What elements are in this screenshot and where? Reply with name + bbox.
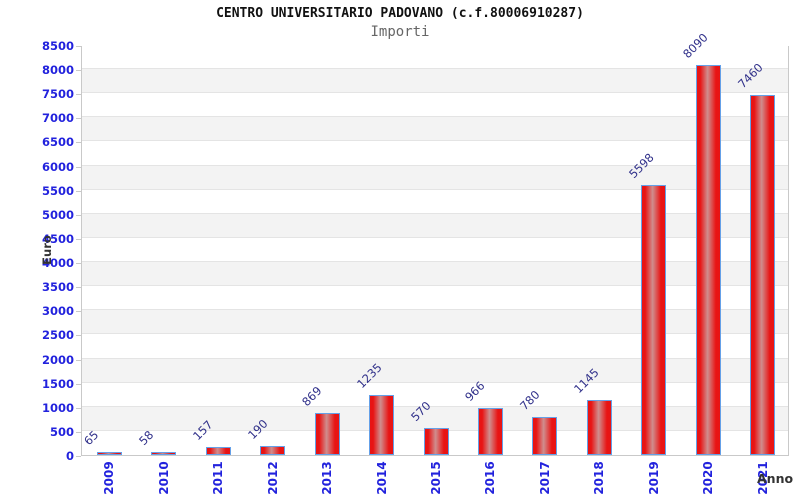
plot-band	[82, 237, 788, 263]
y-tick-mark	[76, 335, 81, 337]
y-tick-mark	[76, 118, 81, 120]
gridline	[82, 212, 788, 214]
y-tick-mark	[76, 190, 81, 192]
plot-band	[82, 93, 788, 118]
chart-title: CENTRO UNIVERSITARIO PADOVANO (c.f.80006…	[216, 6, 584, 21]
y-tick-label: 6000	[41, 159, 74, 174]
plot-band	[82, 165, 788, 190]
y-axis-title: Euro	[40, 235, 54, 265]
y-tick-label: 1000	[41, 400, 74, 415]
x-tick-label: 2012	[265, 461, 280, 495]
plot-band	[82, 382, 788, 407]
bar-2015	[423, 427, 449, 455]
gridline	[82, 381, 788, 383]
plot-band	[82, 358, 788, 383]
gridline	[82, 357, 788, 359]
gridline	[82, 140, 788, 142]
x-tick-label: 2015	[429, 461, 443, 495]
gridline	[82, 261, 788, 263]
bar-2016	[477, 408, 503, 455]
y-tick-mark	[76, 287, 81, 289]
x-tick-label: 2019	[646, 461, 661, 495]
y-tick-label: 1500	[41, 376, 74, 391]
y-tick-mark	[76, 263, 81, 265]
plot-band	[82, 69, 788, 94]
y-tick-mark	[76, 238, 81, 240]
plot-band	[82, 117, 788, 142]
x-tick-label: 2017	[537, 461, 552, 495]
x-tick-label: 2014	[374, 461, 389, 495]
bar-2013	[314, 413, 340, 455]
gridline	[82, 285, 788, 287]
plot-band	[82, 262, 788, 287]
plot-band	[82, 213, 788, 238]
plot-band	[82, 286, 788, 311]
y-tick-mark	[76, 383, 81, 385]
gridline	[82, 333, 788, 335]
x-tick-label: 2011	[211, 461, 226, 495]
bar-2014	[369, 395, 395, 455]
bar-2021	[750, 95, 776, 455]
bar-2010	[151, 452, 177, 455]
bar-2019	[641, 184, 667, 455]
y-tick-mark	[76, 359, 81, 361]
y-tick-label: 0	[65, 449, 74, 463]
plot-band	[82, 189, 788, 214]
x-tick-label: 2009	[102, 461, 117, 495]
y-tick-label: 3500	[41, 280, 74, 295]
bar-2020	[695, 64, 721, 455]
y-tick-label: 3000	[41, 304, 74, 319]
plot-band	[82, 334, 788, 359]
y-tick-label: 7500	[41, 87, 74, 102]
y-tick-label: 5000	[41, 207, 74, 222]
y-tick-mark	[76, 94, 81, 96]
chart-subtitle: Importi	[370, 24, 430, 40]
x-tick-label: 2013	[320, 461, 335, 495]
y-tick-label: 500	[49, 424, 74, 439]
y-tick-mark	[76, 456, 81, 457]
y-tick-label: 8000	[41, 63, 74, 78]
y-tick-label: 4500	[41, 231, 74, 246]
x-tick-label: 2018	[592, 461, 607, 495]
y-tick-mark	[76, 46, 81, 47]
y-tick-label: 2500	[41, 328, 74, 343]
plot-band	[82, 45, 788, 70]
x-axis-title: Anno	[757, 471, 794, 486]
y-tick-mark	[76, 431, 81, 433]
plot-band	[82, 310, 788, 335]
y-tick-label: 4000	[41, 256, 74, 271]
y-tick-label: 5500	[41, 183, 74, 198]
x-tick-label: 2016	[483, 461, 498, 495]
y-tick-label: 6500	[41, 135, 74, 150]
x-tick-label: 2010	[156, 461, 171, 495]
gridline	[82, 309, 788, 311]
x-tick-label: 2020	[701, 461, 716, 495]
bar-2017	[532, 417, 558, 455]
y-tick-mark	[76, 70, 81, 72]
bar-2018	[586, 399, 612, 455]
y-tick-mark	[76, 214, 81, 216]
gridline	[82, 236, 788, 238]
bar-2012	[260, 445, 286, 455]
plot-band	[82, 141, 788, 166]
y-tick-mark	[76, 166, 81, 168]
y-tick-mark	[76, 311, 81, 313]
y-tick-label: 8500	[41, 39, 74, 53]
y-tick-label: 7000	[41, 111, 74, 126]
gridline	[82, 92, 788, 94]
bar-2009	[96, 451, 122, 455]
y-tick-label: 2000	[41, 352, 74, 367]
plot-band	[82, 406, 788, 431]
gridline	[82, 164, 788, 166]
gridline	[82, 405, 788, 407]
plot-area: 65 58 157 190 869 1235 570 966 780 1145 5598 8090 74…	[81, 30, 789, 456]
y-tick-mark	[76, 142, 81, 144]
bar-2011	[205, 447, 231, 455]
gridline	[82, 188, 788, 190]
y-tick-mark	[76, 407, 81, 409]
gridline	[82, 68, 788, 70]
gridline	[82, 116, 788, 118]
